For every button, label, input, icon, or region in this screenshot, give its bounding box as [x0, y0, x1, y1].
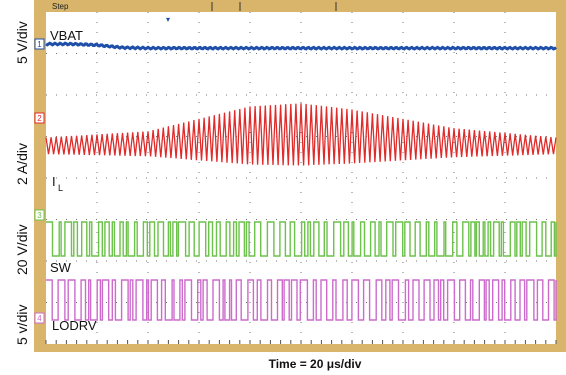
header-ticks: ▾ [166, 2, 337, 24]
series-vbat [45, 41, 557, 51]
scope-bezel-right [556, 0, 566, 352]
scope-bezel-top [34, 0, 566, 12]
channel-marker-number: 3 [37, 211, 42, 220]
trace-label-il-sub: L [58, 183, 63, 193]
trace-label-il: I L [52, 174, 63, 193]
channel-marker-2: 2 [34, 112, 45, 124]
x-axis-label: Time = 20 μs/div [269, 357, 362, 371]
channel-marker-1: 1 [34, 38, 45, 50]
trace-label-lodrv: LODRV [52, 318, 97, 333]
scope-bezel-bottom [34, 344, 566, 352]
channel-marker-box [34, 209, 45, 221]
scale-label-ch4: 5 v/div [14, 305, 30, 345]
channel-marker-number: 4 [37, 314, 42, 323]
graticule [45, 12, 557, 344]
scale-label-ch2: 2 A/div [14, 143, 30, 185]
channel-marker-box [34, 312, 45, 324]
trigger-arrow-icon: ▾ [166, 15, 170, 24]
series-lodrv [46, 279, 557, 321]
scale-label-ch1: 5 V/div [14, 21, 30, 64]
scope-bezel-left [34, 0, 46, 352]
scale-label-ch3: 20 V/div [14, 224, 30, 275]
channel-marker-box [34, 38, 45, 50]
channel-marker-number: 1 [37, 40, 42, 49]
channel-marker-3: 3 [34, 209, 45, 221]
series-sw [46, 221, 557, 257]
trace-label-il-main: I [52, 174, 56, 189]
channel-marker-number: 2 [37, 114, 42, 123]
channel-marker-box [34, 112, 45, 124]
channel-markers: 1 2 3 4 [34, 38, 45, 324]
traces [45, 41, 557, 321]
step-label: Step [52, 2, 69, 11]
series-il [45, 103, 557, 166]
trace-label-vbat: VBAT [50, 28, 83, 43]
channel-marker-4: 4 [34, 312, 45, 324]
trace-label-sw: SW [50, 260, 72, 275]
